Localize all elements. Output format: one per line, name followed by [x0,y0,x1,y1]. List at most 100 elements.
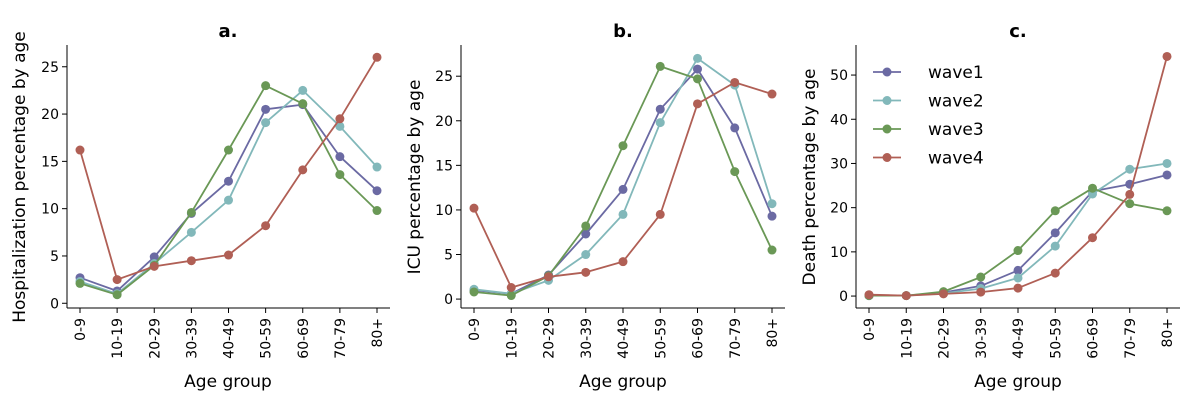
data-point-wave1 [335,152,345,162]
panel-title: c. [1009,21,1027,42]
data-point-wave4 [469,203,479,213]
y-tick-label: 40 [830,112,848,128]
y-tick-label: 0 [839,289,848,305]
x-tick-label: 10-19 [504,318,520,359]
x-tick-label: 20-29 [147,318,163,359]
y-tick-label: 15 [41,154,59,170]
series-line-wave4 [868,56,1168,297]
data-point-wave4 [693,99,702,109]
data-point-wave3 [1088,183,1097,193]
data-point-wave4 [1125,189,1135,199]
panel-a: a. Hospitalization percentage by age Age… [10,21,390,392]
data-point-wave4 [618,257,628,267]
data-point-wave1 [1162,170,1172,180]
data-point-wave2 [335,121,345,131]
data-point-wave2 [1162,158,1172,168]
legend-label-wave1: wave1 [928,63,984,83]
y-tick-label: 10 [830,245,848,261]
data-point-wave3 [618,141,628,151]
data-point-wave4 [581,267,591,277]
data-point-wave4 [506,282,516,292]
data-point-wave2 [655,118,665,128]
data-point-wave3 [506,291,516,301]
data-point-wave4 [224,250,233,260]
x-axis-label: Age group [579,372,667,392]
data-point-wave3 [1125,199,1135,209]
data-point-wave3 [75,278,85,288]
x-tick-label: 50-59 [259,318,275,359]
legend: wave1 wave2 wave3 wave4 [873,63,984,169]
x-tick-label: 0-9 [467,318,483,341]
y-tick-label: 0 [50,296,59,312]
data-point-wave3 [372,206,382,216]
data-point-wave1 [618,184,628,194]
data-point-wave3 [693,74,702,84]
data-point-wave1 [581,229,591,239]
panel-b: b. ICU percentage by age Age group 0 5 10 1… [405,21,785,392]
data-point-wave1 [372,186,382,196]
data-point-wave4 [767,89,777,99]
data-point-wave3 [1162,206,1172,216]
data-point-wave3 [298,99,308,109]
x-tick-label: 70-79 [333,318,349,359]
data-point-wave2 [581,250,591,260]
data-point-wave3 [1050,206,1060,216]
data-point-wave2 [298,85,308,95]
data-point-wave2 [693,53,702,63]
data-point-wave4 [335,114,345,124]
legend-label-wave3: wave3 [928,120,984,140]
legend-marker-wave2 [882,96,892,105]
panel-title: b. [613,21,633,42]
data-point-wave2 [1050,241,1060,251]
data-point-wave4 [730,77,740,87]
x-tick-label: 50-59 [1048,318,1064,359]
data-point-wave4 [186,256,196,266]
data-point-wave4 [544,272,553,282]
x-tick-label: 30-39 [579,318,595,359]
x-tick-label: 60-69 [296,318,312,359]
x-tick-label: 30-39 [974,318,990,359]
data-point-wave4 [1050,268,1060,278]
data-point-wave3 [976,272,986,282]
data-point-wave4 [75,145,85,155]
data-point-wave4 [901,291,911,301]
x-axis-label: Age group [184,372,272,392]
x-axis-label: Age group [974,372,1062,392]
data-point-wave3 [112,290,122,300]
legend-marker-wave1 [882,67,892,77]
legend-marker-wave4 [882,153,892,162]
data-point-wave4 [112,275,122,285]
data-point-wave3 [335,170,345,180]
data-point-wave2 [1125,164,1135,174]
data-point-wave1 [693,64,702,74]
data-point-wave2 [261,118,271,128]
data-point-wave1 [767,211,777,221]
data-point-wave2 [224,195,233,205]
y-tick-label: 20 [830,201,848,217]
y-axis-label: ICU percentage by age [405,80,425,275]
data-point-wave2 [767,199,777,209]
x-tick-label: 20-29 [542,318,558,359]
y-tick-label: 30 [830,156,848,172]
data-point-wave3 [655,61,665,71]
data-point-wave4 [149,261,159,271]
data-point-wave3 [1013,246,1023,256]
x-tick-label: 80+ [765,318,781,348]
y-axis-label: Death percentage by age [800,69,820,286]
x-tick-label: 70-79 [1123,318,1139,359]
x-tick-label: 40-49 [616,318,632,359]
data-point-wave2 [618,209,628,219]
x-tick-label: 0-9 [73,318,89,341]
series-line-wave4 [79,56,378,281]
panel-title: a. [219,21,238,42]
y-tick-label: 20 [435,114,453,130]
data-point-wave4 [1088,233,1097,243]
x-tick-label: 20-29 [937,318,953,359]
data-point-wave4 [655,209,665,219]
y-tick-label: 25 [41,60,59,76]
data-point-wave4 [372,52,382,62]
data-point-wave4 [1162,51,1172,61]
data-point-wave2 [1013,273,1023,283]
data-point-wave4 [976,287,986,297]
x-tick-label: 60-69 [1086,318,1102,359]
